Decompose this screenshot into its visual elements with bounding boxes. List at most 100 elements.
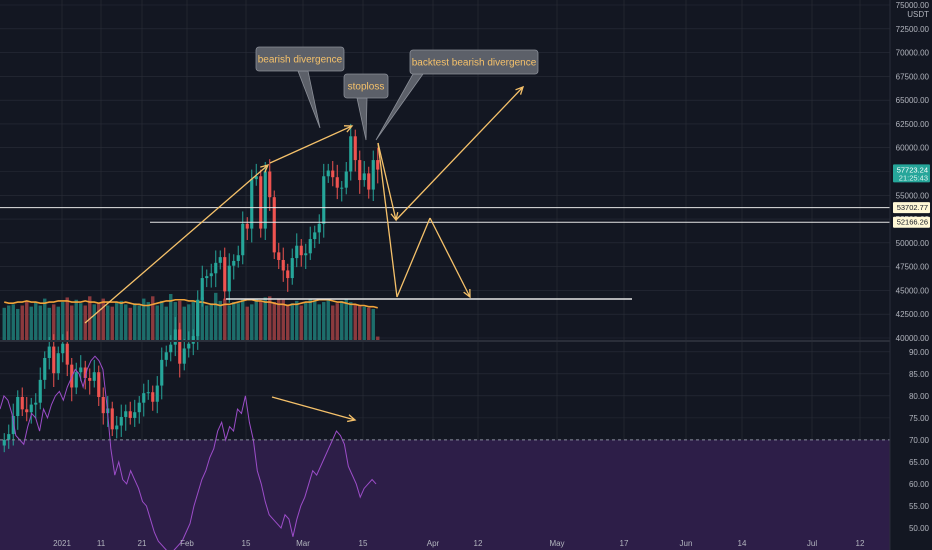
- candle-body: [232, 260, 236, 266]
- volume-bar: [200, 297, 204, 340]
- candle-body: [241, 223, 245, 256]
- time-tick-label: 2021: [53, 539, 71, 548]
- rsi-tick-label: 70.00: [909, 436, 930, 445]
- candle-body: [137, 402, 141, 413]
- candle-body: [209, 273, 213, 277]
- candle-body: [20, 396, 24, 410]
- volume-bar: [263, 297, 267, 340]
- volume-bar: [259, 300, 263, 340]
- volume-bar: [250, 304, 254, 340]
- price-tick-label: 40000.00: [896, 334, 930, 343]
- candle-body: [173, 329, 177, 345]
- volume-bar: [277, 298, 281, 340]
- volume-bar: [295, 300, 299, 340]
- candle-body: [187, 343, 191, 349]
- volume-bar: [241, 299, 245, 340]
- candle-body: [227, 265, 231, 292]
- candle-body: [349, 136, 353, 172]
- candle-body: [304, 253, 308, 256]
- rsi-overbought-zone: [0, 439, 890, 550]
- time-tick-label: Feb: [180, 539, 194, 548]
- candle-body: [254, 176, 258, 180]
- candle-body: [115, 425, 119, 430]
- volume-bar: [331, 305, 335, 340]
- rsi-axis[interactable]: 90.00 85.00 80.00 75.00 70.00 65.00 60.00 55.00…: [909, 348, 930, 533]
- trend-drawings[interactable]: [84, 85, 525, 423]
- candle-body: [281, 259, 285, 271]
- divergence-arrow-head: [343, 125, 354, 133]
- candle-body: [245, 223, 249, 229]
- volume-bar: [65, 297, 69, 340]
- volume-moving-average: [4, 298, 378, 309]
- volume-bar: [133, 303, 137, 340]
- volume-bar: [25, 300, 29, 340]
- rsi-tick-label: 65.00: [909, 458, 930, 467]
- price-tick-label: 47500.00: [896, 263, 930, 272]
- price-tick-label: 60000.00: [896, 144, 930, 153]
- candle-body: [308, 239, 312, 254]
- candle-body: [362, 173, 366, 181]
- volume-bar: [214, 292, 218, 340]
- candle-body: [7, 434, 11, 440]
- volume-bar: [11, 304, 15, 340]
- time-axis[interactable]: 2021 11 21 Feb 15 Mar 15 Apr 12 May 17 Jun 14 Jul 12: [53, 539, 865, 548]
- volume-bar: [34, 302, 38, 340]
- price-tick-label: 55000.00: [896, 191, 930, 200]
- volume-bar: [151, 296, 155, 340]
- candle-body: [101, 396, 105, 414]
- volume-bar: [209, 303, 213, 340]
- candle-body: [97, 372, 101, 397]
- candle-body: [2, 439, 6, 446]
- price-tick-label: 75000.00: [896, 1, 930, 10]
- candle-body: [263, 171, 267, 229]
- volume-bar: [164, 306, 168, 340]
- volume-bar: [74, 299, 78, 340]
- candle-body: [299, 245, 303, 256]
- price-label-text: 53702.77: [897, 203, 928, 212]
- time-tick-label: May: [549, 539, 564, 548]
- time-tick-label: 15: [242, 539, 251, 548]
- volume-bar: [92, 304, 96, 340]
- candle-body: [317, 223, 321, 233]
- volume-bar: [61, 302, 65, 340]
- candle-body: [322, 176, 326, 224]
- candle-body: [259, 176, 263, 229]
- callout-box: [409, 49, 539, 75]
- candle-body: [38, 379, 42, 403]
- bounce-line: [396, 217, 431, 298]
- candle-body: [88, 377, 92, 381]
- volume-bar: [70, 305, 74, 340]
- price-label-box: [893, 164, 930, 183]
- candle-body: [142, 393, 146, 403]
- rsi-tick-label: 60.00: [909, 480, 930, 489]
- price-unit-label: USDT: [907, 10, 929, 19]
- time-tick-label: 21: [138, 539, 147, 548]
- volume-bar: [304, 302, 308, 340]
- candle-body: [133, 412, 137, 418]
- candle-body: [151, 392, 155, 402]
- candle-body: [376, 160, 380, 170]
- volume-bar: [146, 302, 150, 340]
- rsi-tick-label: 75.00: [909, 414, 930, 423]
- price-tick-label: 67500.00: [896, 72, 930, 81]
- volume-bar: [142, 298, 146, 340]
- callout-box: [343, 73, 389, 99]
- price-label-text: 57723.24: [897, 165, 928, 174]
- price-tick-label: 72500.00: [896, 25, 930, 34]
- candle-body: [29, 404, 33, 413]
- volume-bar: [169, 294, 173, 340]
- volume-bar: [101, 298, 105, 340]
- drop-path-line: [377, 142, 398, 298]
- candle-body: [11, 416, 15, 435]
- candle-body: [74, 372, 78, 388]
- callout-box: [255, 46, 345, 72]
- candle-body: [223, 257, 227, 292]
- volume-bar: [187, 304, 191, 340]
- candle-body: [268, 171, 272, 198]
- candle-body: [110, 408, 114, 430]
- candle-body: [47, 346, 51, 358]
- annotation-callouts[interactable]: bearish divergence stoploss backtest beari…: [255, 46, 539, 141]
- candle-body: [178, 329, 182, 364]
- candle-body: [250, 179, 254, 229]
